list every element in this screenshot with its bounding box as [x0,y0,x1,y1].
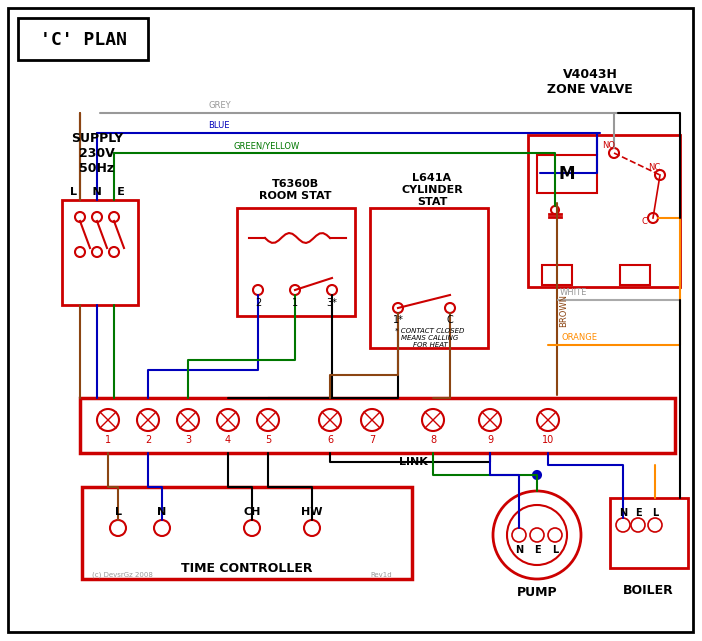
Text: 1: 1 [105,435,111,445]
Circle shape [92,212,102,222]
Text: NO: NO [602,141,615,150]
Text: L: L [552,545,558,555]
Circle shape [253,285,263,295]
Circle shape [137,409,159,431]
Text: E: E [534,545,541,555]
Bar [18,18,148,60]
Circle shape [493,491,581,579]
Circle shape [537,409,559,431]
Circle shape [655,170,665,180]
Text: GREY: GREY [208,101,231,110]
Text: (c) DevsrGz 2008: (c) DevsrGz 2008 [92,572,153,578]
Text: SUPPLY
230V
50Hz: SUPPLY 230V 50Hz [71,132,123,175]
Text: 4: 4 [225,435,231,445]
Text: 3: 3 [185,435,191,445]
Text: N: N [619,508,627,518]
Text: E: E [635,508,642,518]
Circle shape [109,247,119,257]
Circle shape [75,212,85,222]
Circle shape [154,520,170,536]
Text: BLUE: BLUE [208,121,230,130]
Text: T6360B
ROOM STAT: T6360B ROOM STAT [259,179,331,201]
Bar [62,200,138,305]
Text: C: C [446,315,453,325]
Text: Rev1d: Rev1d [370,572,392,578]
Text: N: N [157,507,166,517]
Circle shape [648,213,658,223]
Text: 10: 10 [542,435,554,445]
Bar [620,265,650,285]
Text: M: M [559,165,575,183]
Circle shape [217,409,239,431]
Circle shape [319,409,341,431]
Bar [370,208,488,348]
Text: NC: NC [648,163,661,172]
Text: 2: 2 [145,435,151,445]
Circle shape [512,528,526,542]
Circle shape [548,528,562,542]
Circle shape [479,409,501,431]
Text: LINK: LINK [399,457,428,467]
Circle shape [257,409,279,431]
Text: CH: CH [244,507,260,517]
Bar [80,398,675,453]
Text: 9: 9 [487,435,493,445]
Circle shape [631,518,645,532]
Circle shape [110,520,126,536]
Circle shape [109,212,119,222]
Circle shape [648,518,662,532]
Bar [537,155,597,193]
Text: L: L [652,508,658,518]
Circle shape [530,528,544,542]
Bar [237,208,355,316]
Text: C: C [641,217,647,226]
Text: 1*: 1* [392,315,404,325]
Text: L: L [114,507,121,517]
Circle shape [361,409,383,431]
Text: L641A
CYLINDER
STAT: L641A CYLINDER STAT [401,174,463,206]
Text: N: N [515,545,523,555]
Text: * CONTACT CLOSED
MEANS CALLING
FOR HEAT: * CONTACT CLOSED MEANS CALLING FOR HEAT [395,328,465,348]
Text: 7: 7 [369,435,375,445]
Text: HW: HW [301,507,323,517]
Text: 2: 2 [255,298,261,308]
Text: BOILER: BOILER [623,583,673,597]
Text: TIME CONTROLLER: TIME CONTROLLER [181,562,313,574]
Circle shape [75,247,85,257]
Circle shape [551,206,559,214]
Text: 5: 5 [265,435,271,445]
Text: 1: 1 [292,298,298,308]
Circle shape [304,520,320,536]
Circle shape [244,520,260,536]
Text: BROWN: BROWN [559,294,568,326]
Circle shape [445,303,455,313]
Text: L    N    E: L N E [69,187,124,197]
Circle shape [422,409,444,431]
Circle shape [616,518,630,532]
Bar [542,265,572,285]
Bar [82,487,412,579]
Text: 8: 8 [430,435,436,445]
Text: V4043H
ZONE VALVE: V4043H ZONE VALVE [547,68,633,96]
Text: 3*: 3* [326,298,338,308]
Text: PUMP: PUMP [517,587,557,599]
Text: 6: 6 [327,435,333,445]
Circle shape [393,303,403,313]
Bar [610,498,688,568]
Circle shape [507,505,567,565]
Circle shape [609,148,619,158]
Circle shape [327,285,337,295]
Circle shape [97,409,119,431]
Text: WHITE: WHITE [560,288,588,297]
Circle shape [290,285,300,295]
Circle shape [533,471,541,479]
Text: GREEN/YELLOW: GREEN/YELLOW [233,141,299,150]
Circle shape [177,409,199,431]
Circle shape [92,247,102,257]
Text: ORANGE: ORANGE [562,333,598,342]
Text: 'C' PLAN: 'C' PLAN [39,31,126,49]
Bar [528,135,680,287]
